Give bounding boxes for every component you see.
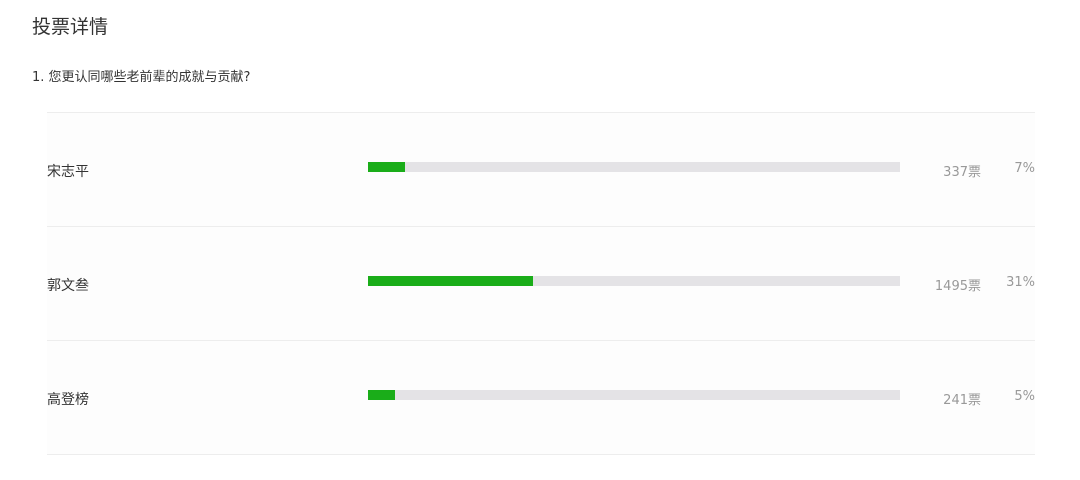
page-title: 投票详情: [32, 16, 109, 38]
progress-bar: [368, 162, 900, 172]
vote-count: 1495票: [934, 279, 981, 294]
vote-percent: 7%: [1014, 161, 1035, 176]
option-name: 郭文叁: [47, 278, 89, 294]
progress-bar: [368, 276, 900, 286]
option-name: 高登榜: [47, 392, 89, 408]
option-name: 宋志平: [47, 164, 89, 180]
vote-percent: 5%: [1014, 389, 1035, 404]
vote-count: 337票: [943, 165, 981, 180]
progress-fill: [368, 162, 406, 172]
vote-option-row: 高登榜 241票 5%: [47, 340, 1035, 455]
progress-fill: [368, 276, 533, 286]
vote-percent: 31%: [1006, 275, 1035, 290]
progress-fill: [368, 390, 395, 400]
vote-count: 241票: [943, 393, 981, 408]
question-text: 1. 您更认同哪些老前辈的成就与贡献?: [32, 70, 251, 85]
vote-option-row: 郭文叁 1495票 31%: [47, 226, 1035, 340]
vote-options-list: 宋志平 337票 7% 郭文叁 1495票 31% 高登榜 241票 5%: [47, 112, 1035, 455]
vote-option-row: 宋志平 337票 7%: [47, 112, 1035, 226]
progress-bar: [368, 390, 900, 400]
